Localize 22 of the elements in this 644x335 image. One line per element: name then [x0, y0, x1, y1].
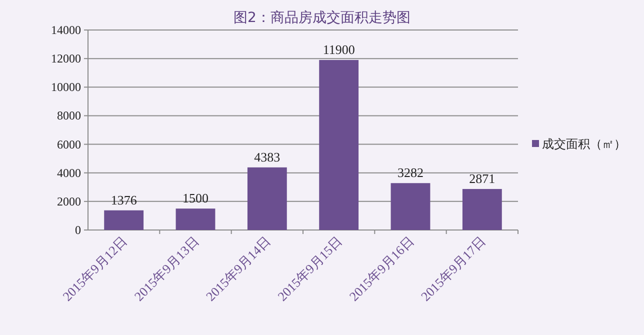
y-tick-label: 10000: [51, 80, 81, 94]
data-label: 3282: [398, 165, 424, 180]
legend-label: 成交面积（㎡）: [542, 137, 626, 151]
y-tick-label: 0: [75, 223, 81, 237]
data-label: 1376: [110, 192, 138, 208]
bar: [462, 188, 502, 230]
bar: [104, 210, 144, 230]
bar: [247, 167, 287, 230]
bar: [390, 183, 430, 230]
data-label: 2871: [469, 170, 496, 186]
chart-title: 图2：商品房成交面积走势图: [234, 10, 410, 26]
y-tick-label: 2000: [57, 194, 81, 208]
data-label: 1500: [182, 190, 208, 206]
y-tick-label: 14000: [51, 23, 81, 37]
data-label: 4383: [254, 149, 280, 164]
y-tick-label: 6000: [57, 137, 81, 152]
data-label: 11900: [322, 42, 355, 57]
bar: [319, 60, 359, 230]
y-tick-label: 12000: [51, 52, 81, 66]
y-tick-label: 4000: [57, 166, 81, 180]
y-tick-label: 8000: [57, 108, 81, 123]
bar: [176, 208, 216, 230]
